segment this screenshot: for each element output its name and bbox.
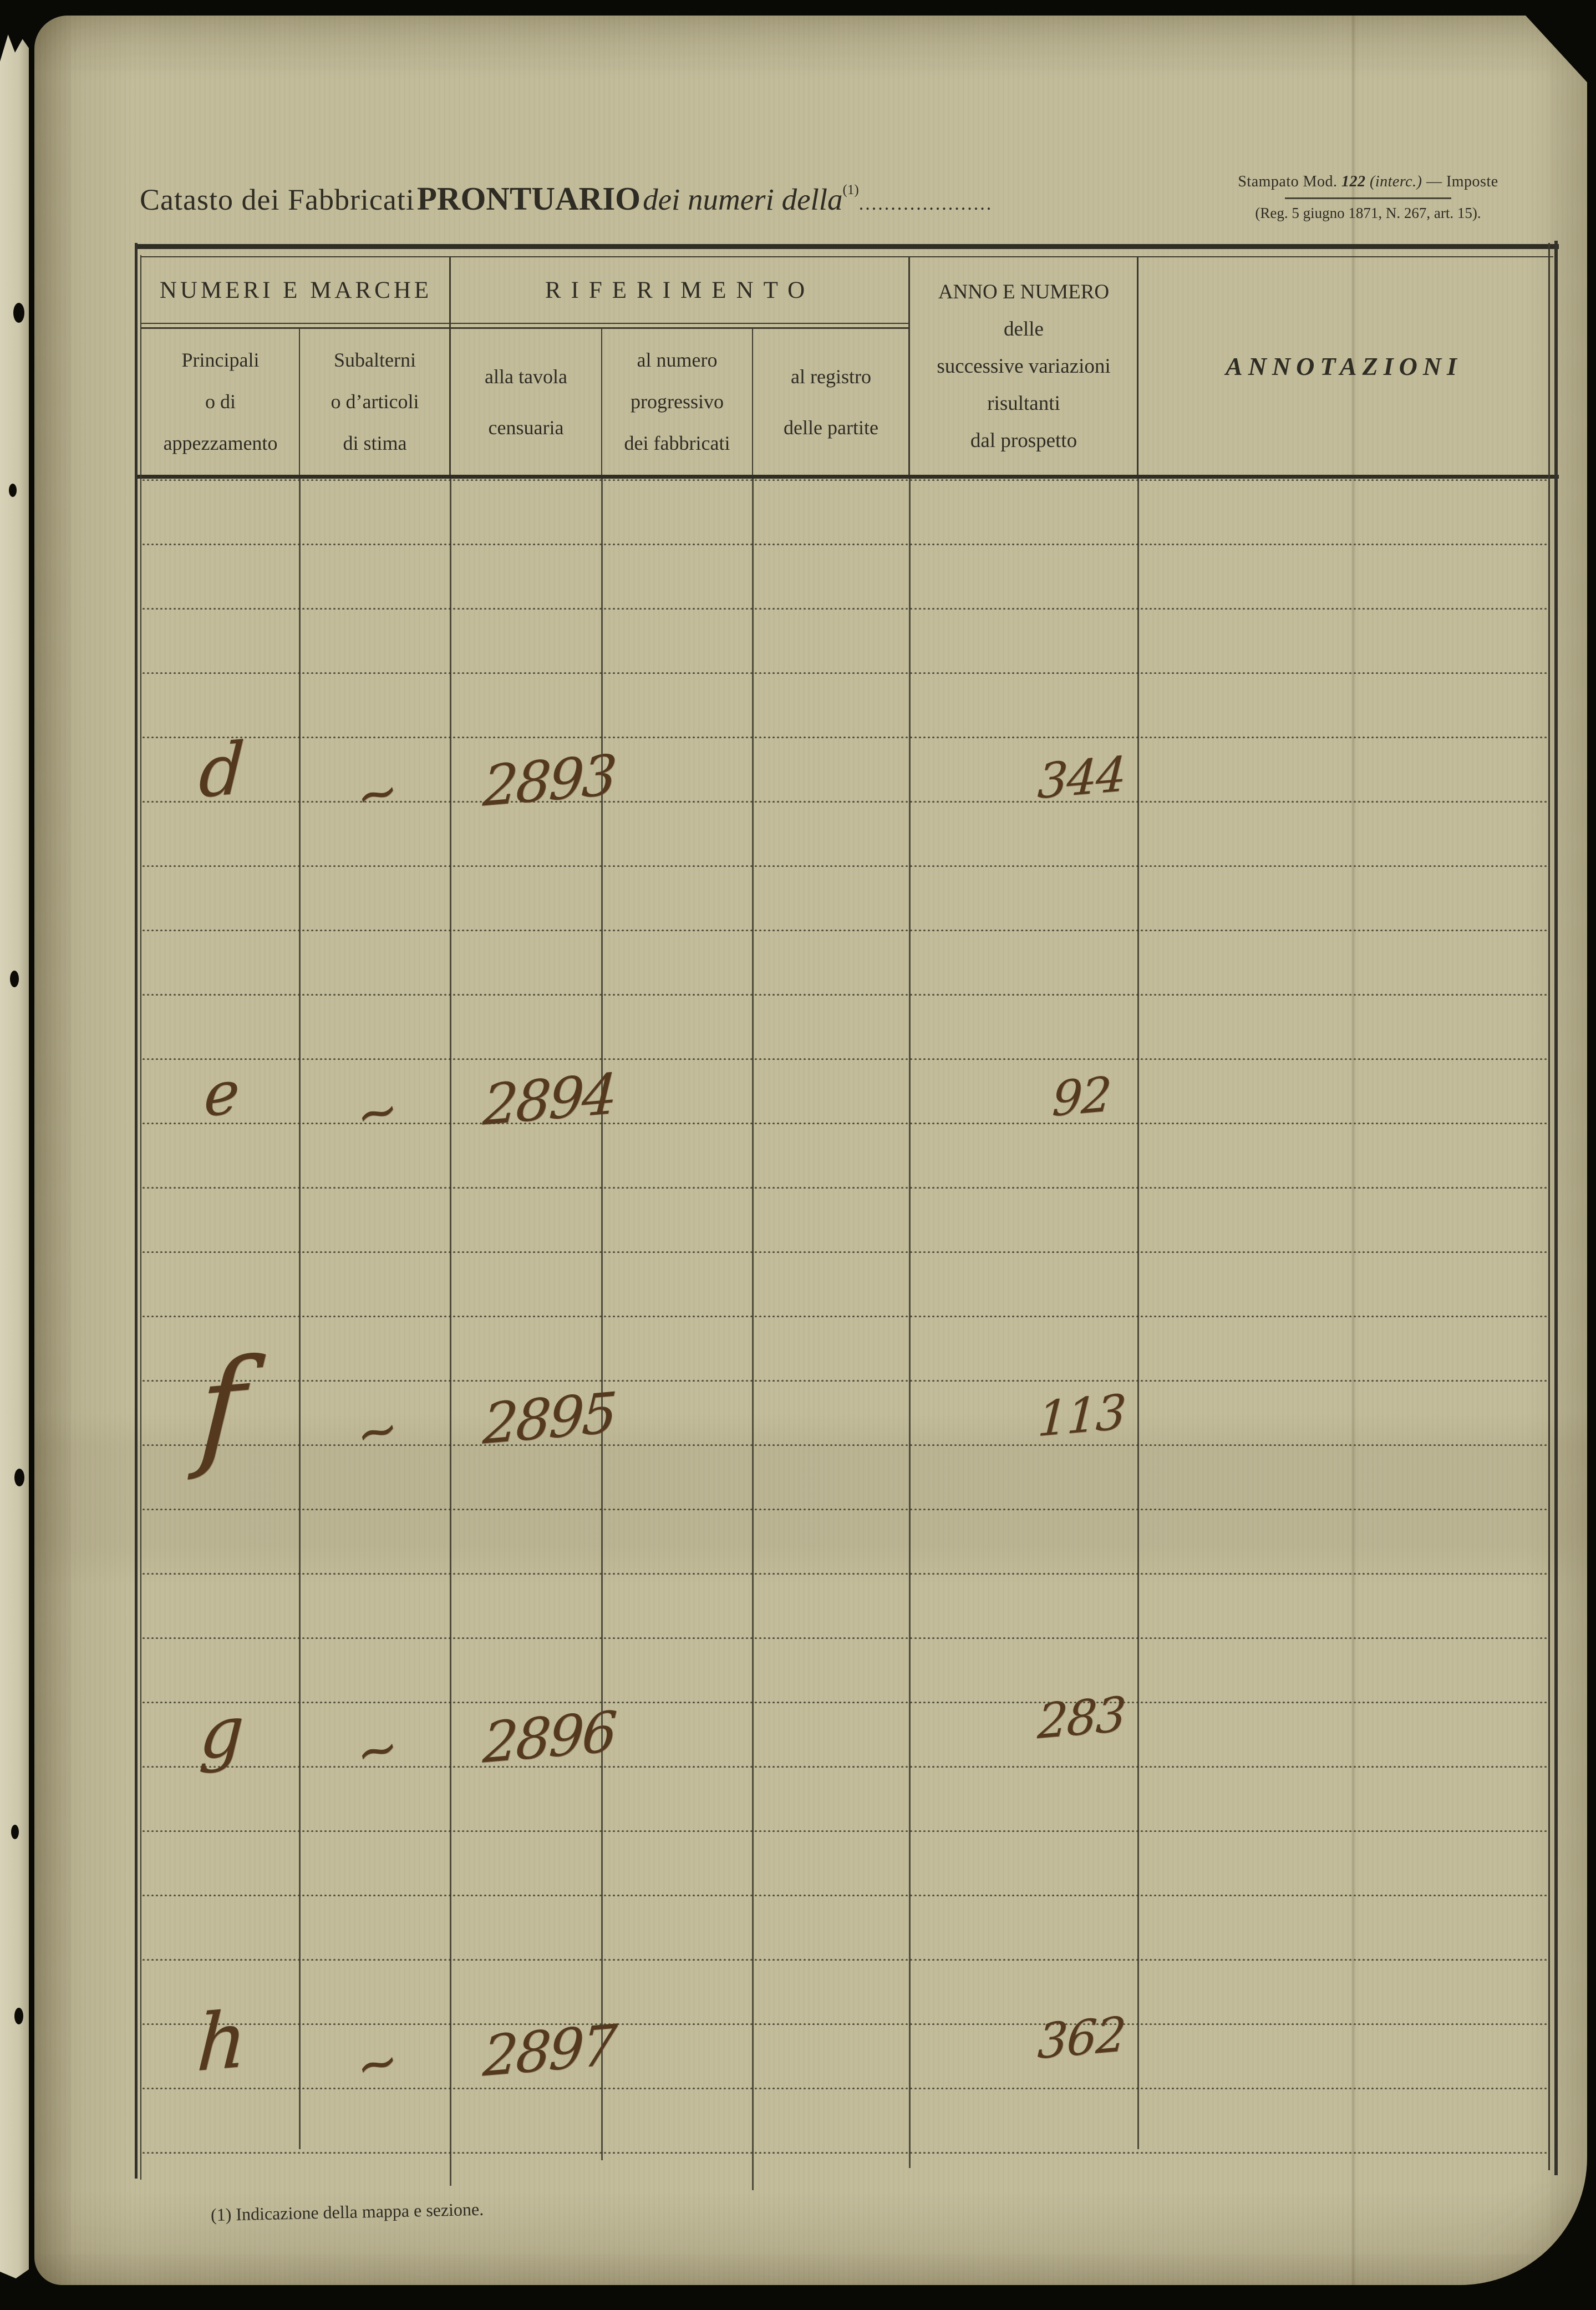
column-rule xyxy=(601,479,603,2160)
group-separator-rule xyxy=(141,323,909,324)
table-left-inner-rule xyxy=(140,255,141,2180)
column-rule xyxy=(450,479,451,2186)
group-separator-rule xyxy=(141,327,909,329)
column-header-subalterni: Subalterni o d’articoli di stima xyxy=(331,349,419,454)
group-header-numeri-e-marche: NUMERI E MARCHE xyxy=(159,277,433,303)
stamp-block: Stampato Mod. 122 (interc.) — Imposte (R… xyxy=(1166,173,1570,222)
column-header-tavola-censuaria: alla tavola censuaria xyxy=(485,365,567,439)
handwritten-principale: h xyxy=(194,1994,250,2090)
column-header-principali: Principali o di appezzamento xyxy=(163,349,278,454)
page-corner-cut xyxy=(1526,16,1587,83)
binding-hole xyxy=(11,1825,19,1839)
stamp-line1: Stampato Mod. 122 (interc.) — Imposte xyxy=(1166,173,1570,191)
stamp-divider-rule xyxy=(1285,197,1451,199)
header-divider xyxy=(601,327,602,475)
binding-hole xyxy=(14,2008,23,2024)
torn-binding-strip xyxy=(0,34,29,2278)
column-rule xyxy=(909,479,911,2168)
stamp-interc: (interc.) xyxy=(1370,173,1422,190)
title-dotted-fill: ..................... xyxy=(858,194,993,214)
table-right-inner-rule xyxy=(1548,243,1550,2170)
title-dei-numeri: dei numeri della xyxy=(643,182,843,216)
binding-hole xyxy=(13,303,24,323)
paper-page: Catasto dei Fabbricati PRONTUARIO dei nu… xyxy=(34,16,1587,2285)
binding-hole xyxy=(10,971,19,987)
stamp-model-number: 122 xyxy=(1341,173,1366,190)
column-rule xyxy=(752,479,754,2190)
page-footnote: (1) Indicazione della mappa e sezione. xyxy=(210,2199,484,2225)
title-prontuario: PRONTUARIO xyxy=(416,180,641,217)
header-divider xyxy=(299,327,300,475)
binding-hole xyxy=(14,1469,24,1486)
header-divider xyxy=(449,256,451,475)
handwritten-principale: d xyxy=(197,727,247,815)
prontuario-table: NUMERI E MARCHE RIFERIMENTO Principali o… xyxy=(135,241,1559,2196)
title-footnote-ref: (1) xyxy=(842,182,859,197)
table-left-outer-rule xyxy=(135,243,138,2179)
handwritten-principale: e xyxy=(202,1057,242,1131)
column-header-anno-e-numero: ANNO E NUMERO delle successive variazion… xyxy=(937,280,1111,452)
group-header-riferimento: RIFERIMENTO xyxy=(545,277,815,303)
column-header-annotazioni: ANNOTAZIONI xyxy=(1226,352,1462,380)
column-header-numero-progressivo: al numero progressivo dei fabbricati xyxy=(624,349,730,454)
stamp-line2: (Reg. 5 giugno 1871, N. 267, art. 15). xyxy=(1255,205,1481,221)
table-right-outer-rule xyxy=(1554,241,1558,2175)
header-divider xyxy=(752,327,753,475)
handwritten-principale: f xyxy=(195,1332,249,1483)
title-catasto: Catasto dei Fabbricati xyxy=(140,183,415,216)
handwritten-principale: g xyxy=(197,1690,246,1776)
stamp-line1-pre: Stampato Mod. xyxy=(1238,173,1338,190)
header-divider xyxy=(908,256,910,475)
table-top-rule xyxy=(136,244,1559,249)
column-header-registro-partite: al registro delle partite xyxy=(784,365,878,439)
stamp-imposte: — Imposte xyxy=(1426,173,1498,190)
binding-hole xyxy=(9,484,17,497)
table-body-dotted-rows xyxy=(141,479,1550,2196)
document-title: Catasto dei Fabbricati PRONTUARIO dei nu… xyxy=(140,180,1127,218)
header-divider xyxy=(1137,256,1138,475)
header-bottom-rule xyxy=(136,475,1559,479)
table-top-inner-rule xyxy=(141,256,1553,257)
column-rule xyxy=(1137,479,1139,2149)
column-rule xyxy=(299,479,301,2149)
